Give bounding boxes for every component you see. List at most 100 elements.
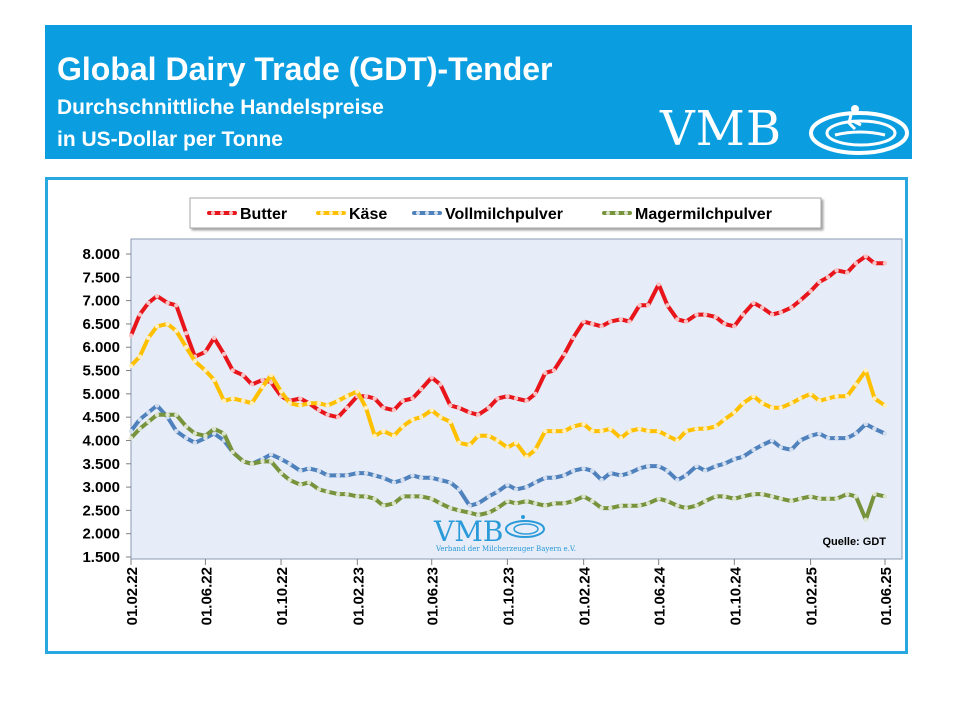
data-point — [817, 279, 822, 285]
y-tick-label: 4.500 — [82, 409, 120, 426]
data-point — [363, 394, 369, 399]
data-point — [778, 405, 783, 410]
x-tick-label: 01.06.23 — [425, 567, 442, 625]
data-point — [278, 456, 284, 462]
data-point — [845, 491, 850, 497]
data-point — [627, 319, 632, 324]
data-point — [438, 501, 443, 506]
data-point — [316, 408, 322, 413]
data-point — [751, 300, 756, 306]
data-point — [268, 459, 274, 464]
data-point — [486, 433, 491, 438]
data-point — [882, 494, 888, 499]
data-point — [505, 498, 510, 504]
data-point — [751, 447, 756, 452]
data-point — [694, 312, 699, 317]
data-point — [154, 412, 160, 417]
data-point — [410, 417, 415, 422]
data-point — [448, 505, 453, 511]
y-tick-label: 3.500 — [82, 456, 120, 473]
data-point — [769, 494, 775, 499]
data-point — [645, 501, 651, 506]
data-point — [797, 298, 803, 303]
page-title: Global Dairy Trade (GDT)-Tender — [57, 51, 553, 87]
data-point — [410, 396, 415, 401]
data-point — [486, 510, 491, 515]
data-point — [249, 382, 255, 387]
legend: Butter Käse Vollmilchpulver Magermilchpulve… — [189, 197, 822, 229]
data-point — [467, 410, 472, 415]
data-point — [703, 312, 708, 317]
data-point — [476, 512, 481, 518]
data-point — [656, 463, 661, 469]
data-point — [306, 466, 312, 471]
data-point — [372, 496, 377, 501]
data-point — [570, 424, 576, 429]
data-point — [834, 268, 839, 273]
data-point — [863, 254, 868, 259]
data-point — [325, 412, 330, 417]
data-point — [325, 489, 330, 494]
data-point — [608, 470, 613, 476]
data-point — [495, 489, 500, 494]
data-point — [722, 417, 727, 422]
data-point — [419, 494, 424, 499]
x-tick-label: 01.06.24 — [652, 566, 669, 625]
data-point — [137, 354, 142, 359]
data-point — [825, 275, 831, 280]
data-point — [778, 496, 783, 501]
data-point — [599, 324, 604, 329]
data-point — [533, 480, 538, 485]
data-point — [260, 384, 265, 390]
data-point — [260, 459, 265, 464]
data-point — [817, 398, 822, 403]
data-point — [703, 468, 708, 473]
data-point — [694, 426, 699, 431]
y-tick-label: 7.000 — [82, 293, 120, 310]
data-point — [713, 314, 718, 320]
data-point — [665, 433, 670, 438]
data-point — [551, 475, 557, 480]
data-point — [230, 396, 235, 401]
data-point — [675, 503, 680, 508]
data-point — [618, 317, 624, 322]
data-point — [192, 431, 198, 436]
data-point — [203, 433, 208, 438]
data-point — [344, 491, 349, 497]
data-point — [808, 289, 813, 294]
legend-marker — [338, 211, 342, 215]
data-point — [391, 433, 397, 438]
data-point — [165, 300, 170, 306]
data-point — [524, 454, 529, 459]
data-point — [400, 494, 405, 499]
data-point — [703, 498, 708, 504]
legend-box — [189, 197, 822, 229]
data-point — [551, 368, 557, 373]
data-point — [476, 412, 481, 417]
data-point — [618, 503, 624, 508]
legend-item: Vollmilchpulver — [412, 206, 563, 223]
data-point — [230, 368, 235, 373]
data-point — [154, 293, 160, 299]
data-point — [448, 403, 453, 408]
data-point — [694, 463, 699, 469]
data-point — [562, 428, 567, 434]
data-point — [627, 428, 632, 434]
data-point — [298, 403, 303, 408]
y-tick-label: 2.500 — [82, 502, 120, 519]
data-point — [637, 303, 642, 308]
data-point — [184, 331, 189, 336]
data-point — [448, 419, 453, 424]
data-point — [467, 510, 472, 515]
data-point — [372, 433, 377, 438]
x-tick-label: 01.06.22 — [198, 567, 215, 625]
data-point — [513, 396, 519, 401]
data-point — [645, 303, 651, 308]
data-point — [391, 480, 397, 485]
data-point — [533, 447, 538, 452]
legend-item: Käse — [316, 206, 387, 223]
legend-marker — [434, 211, 438, 215]
watermark: VMB Verband der Milcherzeuger Bayern e.V… — [433, 515, 576, 553]
data-point — [355, 470, 360, 476]
legend-marker — [211, 211, 215, 215]
